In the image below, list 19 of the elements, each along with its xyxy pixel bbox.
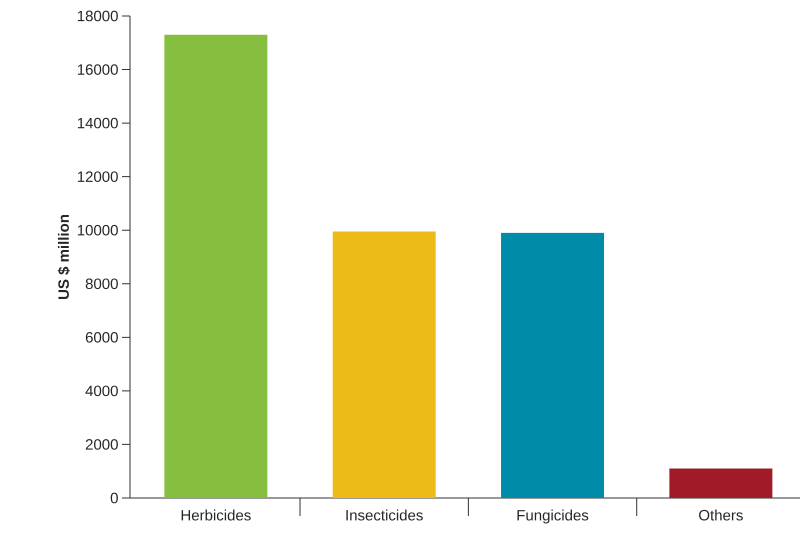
y-tick-label: 0: [110, 492, 118, 504]
y-tick-label: 6000: [86, 332, 118, 343]
y-axis-title: US $ million: [58, 215, 70, 300]
y-tick-label: 14000: [78, 118, 118, 128]
y-tick-label: 18000: [78, 10, 118, 22]
y-tick-label: 12000: [78, 171, 118, 182]
x-tick-label: Insecticides: [346, 510, 423, 521]
y-tick-label: 10000: [78, 224, 118, 236]
bar: [164, 34, 268, 498]
y-tick-label: 8000: [86, 278, 118, 290]
y-tick-label: 4000: [85, 386, 118, 396]
y-tick-label: 2000: [86, 439, 118, 450]
bar: [669, 468, 772, 498]
x-tick-label: Fungicides: [517, 510, 588, 524]
bar: [332, 232, 436, 498]
x-tick-label: Others: [699, 510, 743, 521]
y-tick-label: 16000: [78, 64, 118, 75]
bar: [501, 232, 604, 498]
x-tick-label: Herbicides: [182, 510, 251, 521]
